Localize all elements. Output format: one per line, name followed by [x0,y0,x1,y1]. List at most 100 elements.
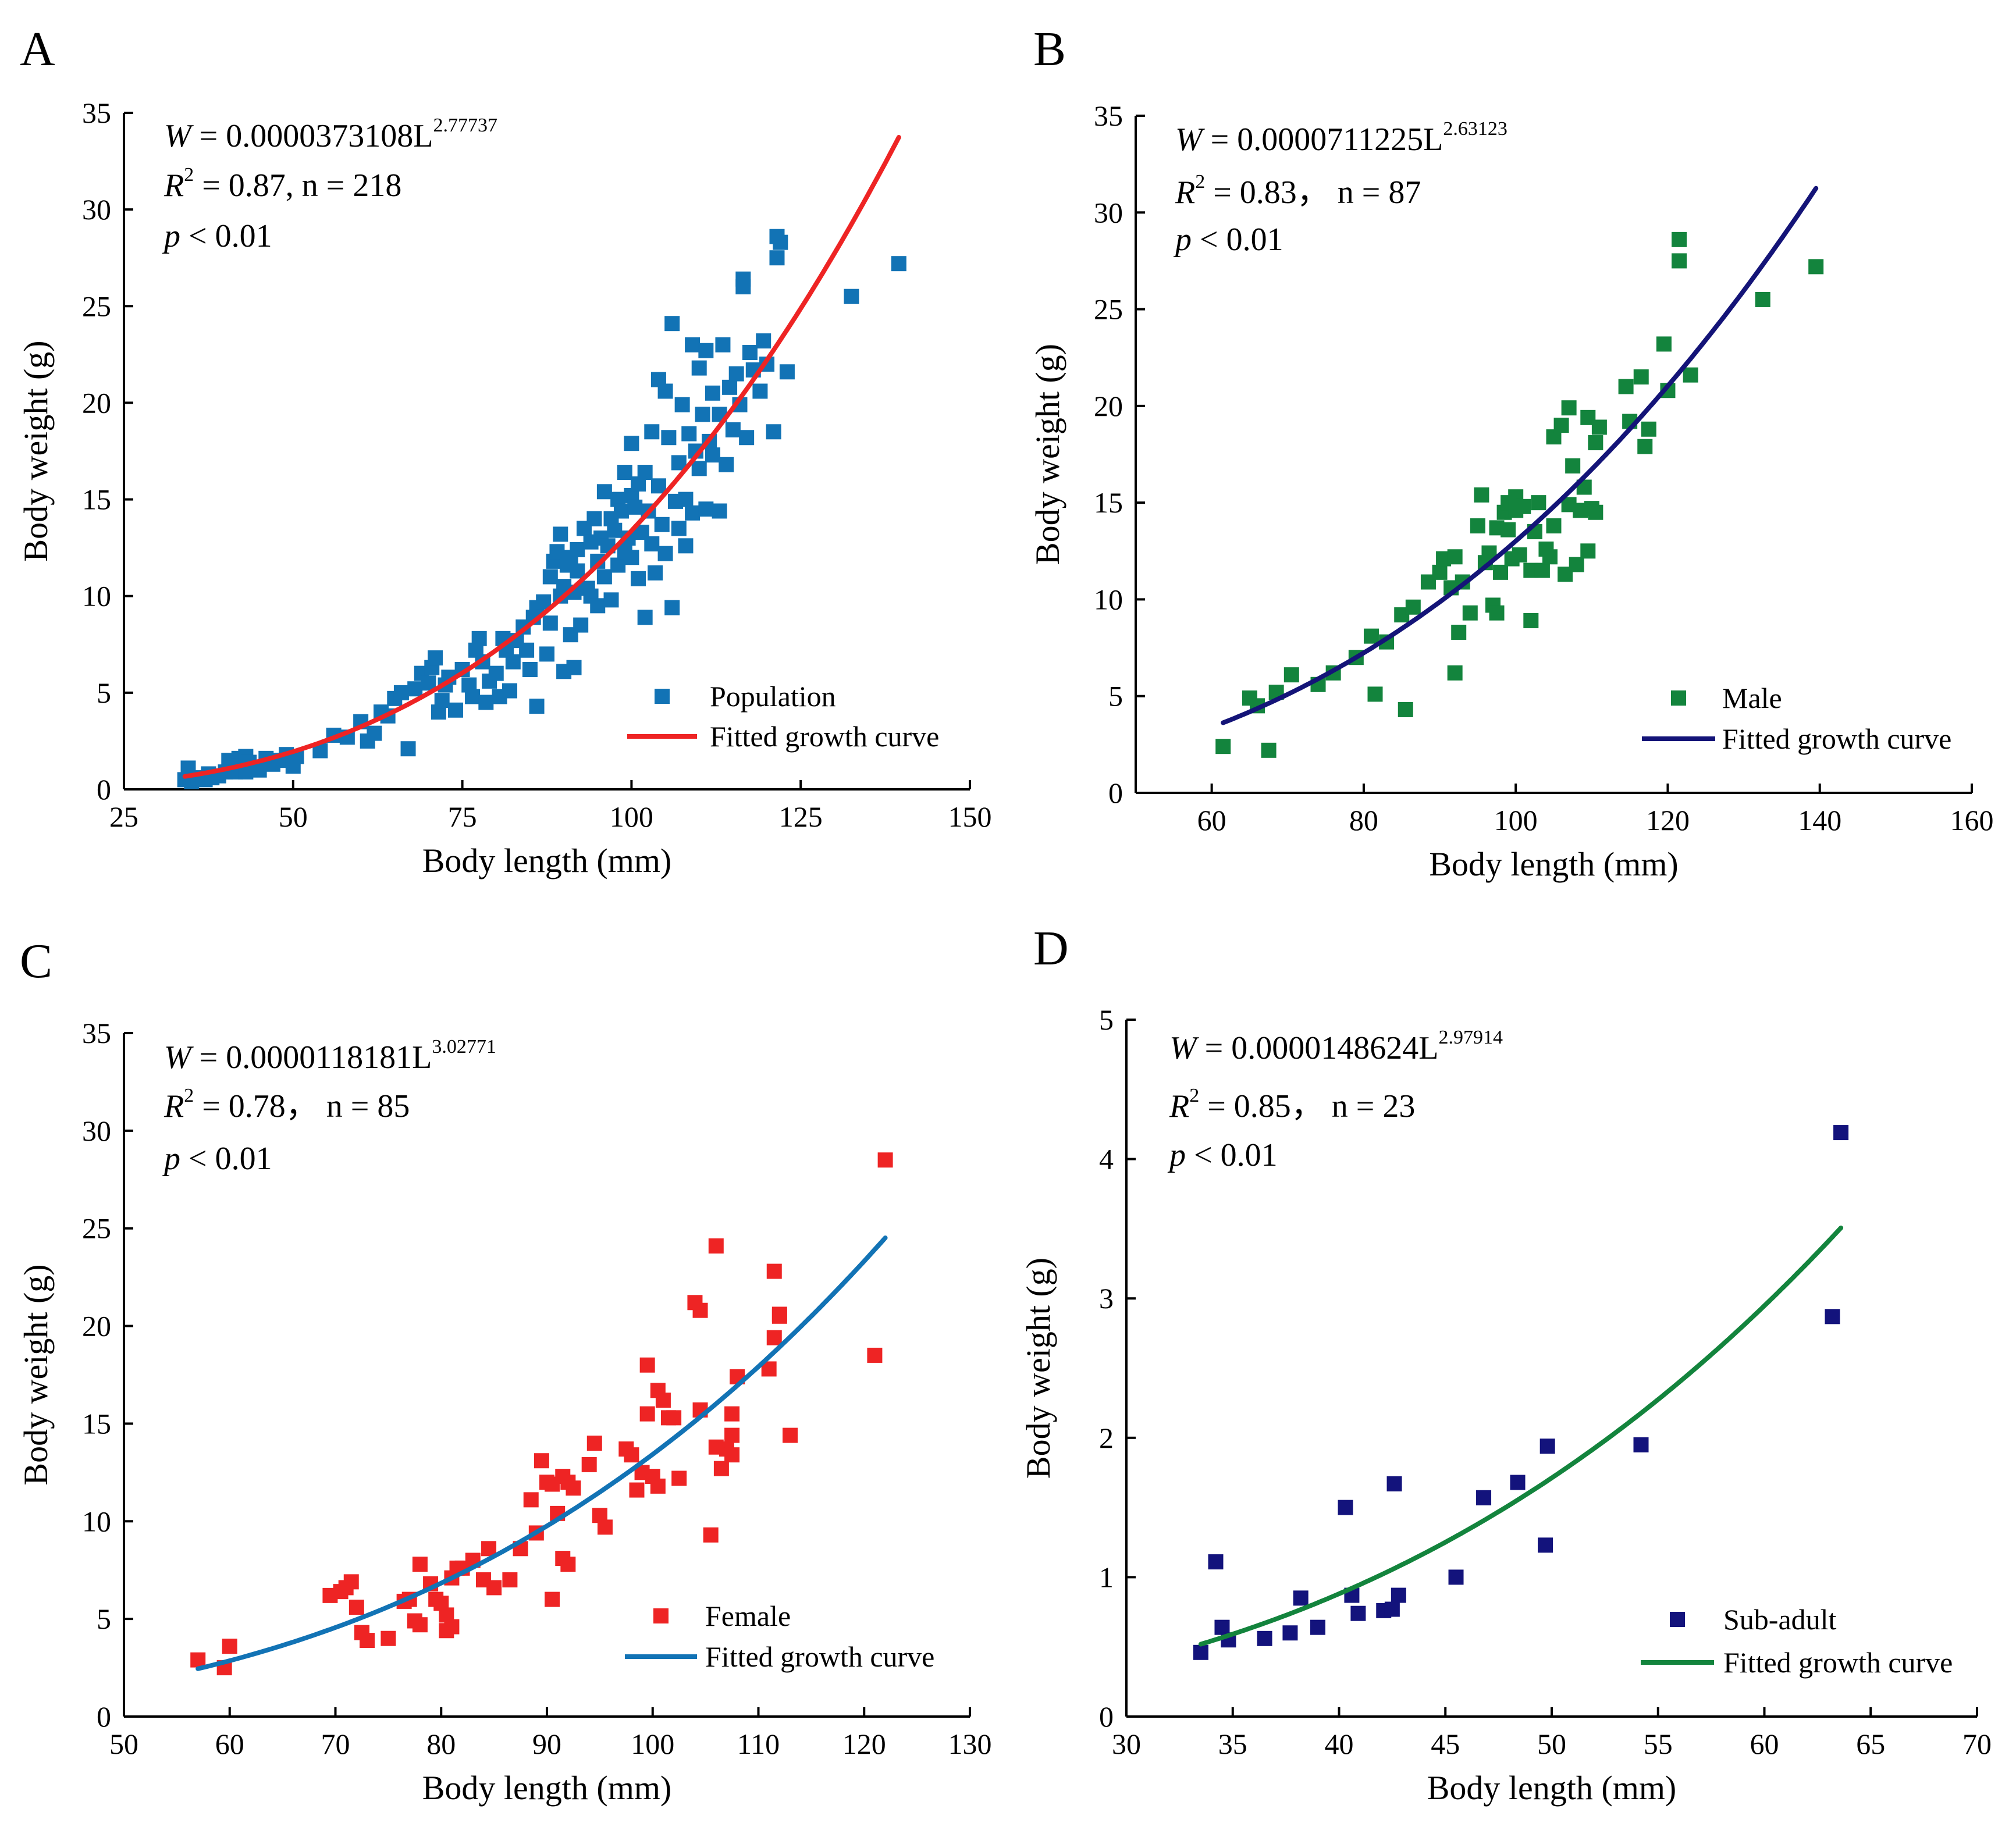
equation-label: W = 0.0000711225L2.63123 [1175,118,1507,158]
data-point [867,1347,883,1363]
data-point [1405,599,1421,615]
x-tick-label: 45 [1431,1728,1460,1760]
data-point [1672,253,1687,269]
data-point [637,610,653,625]
x-tick-label: 75 [448,800,477,833]
data-point [590,598,606,614]
data-point [735,279,751,295]
data-point [1588,435,1603,451]
y-tick-label: 0 [97,773,111,806]
y-axis-title: Body weight (g) [1019,1258,1057,1479]
panel-letter-c: C [20,934,52,988]
data-point [1591,419,1607,435]
data-point [1755,291,1770,307]
fitted-curve [195,1235,888,1671]
fitted-curve [182,135,901,779]
data-point [681,426,697,441]
data-point [471,631,487,646]
data-point [1432,564,1448,580]
data-point [1539,1439,1555,1454]
data-point [766,1263,782,1279]
data-point [1451,624,1467,640]
y-axis-title: Body weight (g) [17,1264,55,1485]
x-tick-label: 40 [1325,1728,1354,1760]
data-point [573,617,589,633]
data-point [739,430,755,446]
y-tick-label: 0 [1099,1700,1114,1733]
data-point [1523,613,1539,629]
data-point [407,681,423,697]
y-tick-label: 3 [1099,1282,1114,1315]
panel-c: C 0 5 10 15 20 25 30 35 50 60 70 80 90 100 110 120 130 Bod… [17,934,992,1807]
legend: Population Fitted growth curve [627,680,939,753]
data-point [650,478,666,494]
data-point [1569,557,1584,572]
data-point [671,521,687,536]
legend-marker [1671,690,1686,706]
panel-a: A 0 5 10 15 20 25 30 35 25 50 75 100 125 150 Body lengt… [17,22,992,880]
legend-label-curve: Fitted growth curve [1722,722,1951,755]
data-point [1546,518,1562,534]
data-point [691,461,707,476]
data-point [877,1152,893,1168]
legend-marker [655,689,670,704]
x-tick-label: 70 [321,1728,350,1760]
data-point [1215,739,1231,754]
data-point [1553,418,1569,433]
y-tick-label: 20 [82,1310,111,1343]
data-point [1261,742,1277,758]
legend-marker [1670,1612,1685,1627]
equation-label: W = 0.0000148624L2.97914 [1169,1027,1503,1066]
data-point [570,542,585,557]
data-point [465,689,481,704]
data-point [1363,628,1379,644]
data-point [1391,1587,1406,1603]
data-point [752,383,768,399]
data-point [1398,702,1413,717]
data-point [1282,1625,1298,1641]
data-point [769,250,785,266]
data-point [650,1478,666,1494]
data-point [773,234,788,250]
data-point [596,484,612,500]
y-tick-label: 5 [97,1603,111,1635]
data-point [1565,458,1581,473]
data-point [627,499,643,515]
data-point [692,1302,708,1318]
data-point [539,646,554,662]
x-tick-label: 50 [1537,1728,1566,1760]
y-tick-label: 10 [1094,583,1123,615]
data-point [725,422,741,437]
data-point [488,665,504,681]
x-tick-label: 60 [215,1728,244,1760]
data-point [1447,549,1463,565]
data-point [671,1470,687,1486]
data-point [719,457,734,472]
data-point [655,1393,671,1408]
data-point [1833,1125,1849,1141]
data-point [685,337,701,353]
y-tick-label: 25 [82,290,111,322]
data-point [412,1617,428,1633]
data-point [705,447,720,463]
data-point [1588,504,1603,520]
data-point [1531,495,1546,511]
data-point [1510,1475,1526,1490]
data-point [666,1410,682,1426]
x-tick-label: 90 [532,1728,561,1760]
x-tick-label: 50 [109,1728,138,1760]
legend-label-curve: Fitted growth curve [1723,1646,1953,1679]
data-point [1448,1569,1464,1585]
x-tick-label: 100 [631,1728,674,1760]
data-point [1656,336,1672,352]
y-tick-label: 15 [82,1407,111,1440]
data-point [691,360,707,376]
data-point [698,343,714,358]
x-tick-label: 80 [426,1728,456,1760]
data-point [502,1572,518,1587]
data-point [1384,1601,1400,1617]
data-point [542,615,558,631]
y-tick-label: 0 [97,1700,111,1733]
data-point [1257,1630,1272,1646]
panel-letter-a: A [20,22,55,76]
